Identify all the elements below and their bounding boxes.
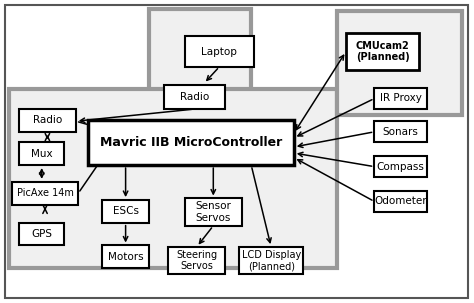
Bar: [185, 36, 254, 67]
Bar: [337, 11, 462, 115]
Bar: [19, 109, 76, 132]
Bar: [346, 33, 419, 70]
Bar: [149, 9, 251, 118]
Bar: [239, 247, 303, 274]
Text: Mux: Mux: [31, 149, 52, 159]
Text: Radio: Radio: [33, 115, 62, 125]
Text: Compass: Compass: [376, 161, 425, 172]
Bar: [374, 156, 427, 177]
Text: CMUcam2
(Planned): CMUcam2 (Planned): [356, 41, 410, 62]
Bar: [88, 120, 294, 165]
Text: Laptop: Laptop: [201, 46, 237, 57]
Bar: [374, 88, 427, 109]
Bar: [185, 198, 242, 226]
Text: Sensor
Servos: Sensor Servos: [195, 201, 231, 223]
Bar: [102, 245, 149, 268]
Bar: [19, 223, 64, 245]
Bar: [168, 247, 225, 274]
Text: Steering
Servos: Steering Servos: [176, 250, 217, 271]
Text: Odometer: Odometer: [374, 196, 427, 207]
Bar: [12, 182, 78, 205]
Bar: [19, 142, 64, 165]
Text: Mavric IIB MicroController: Mavric IIB MicroController: [100, 136, 282, 149]
Text: IR Proxy: IR Proxy: [380, 93, 421, 104]
Text: Motors: Motors: [108, 252, 144, 262]
Bar: [102, 200, 149, 223]
Text: GPS: GPS: [31, 229, 52, 239]
Text: ESCs: ESCs: [113, 206, 138, 216]
Bar: [9, 89, 337, 268]
Bar: [374, 191, 427, 212]
Text: PicAxe 14m: PicAxe 14m: [17, 188, 73, 198]
Text: Radio: Radio: [180, 92, 209, 102]
Text: LCD Display
(Planned): LCD Display (Planned): [242, 250, 301, 271]
Text: Sonars: Sonars: [383, 127, 419, 137]
Bar: [164, 85, 225, 109]
Bar: [374, 121, 427, 142]
